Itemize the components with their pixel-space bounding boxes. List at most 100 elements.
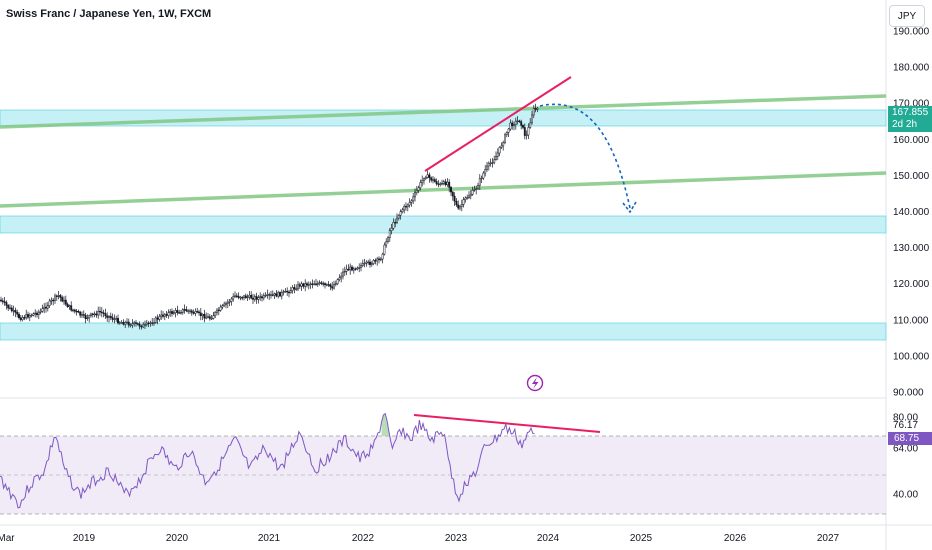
candle xyxy=(216,308,218,316)
candle xyxy=(491,158,494,168)
candle xyxy=(63,296,65,305)
candle xyxy=(433,177,436,183)
candle xyxy=(513,121,515,131)
candle xyxy=(365,260,368,267)
last-price-badge: 167.855 2d 2h xyxy=(888,106,932,132)
rsi-divergence-trendline[interactable] xyxy=(413,414,601,433)
candle xyxy=(376,256,379,266)
candle xyxy=(176,305,179,316)
candle xyxy=(106,312,109,322)
candle xyxy=(187,309,190,314)
candle xyxy=(419,179,422,191)
price-tick-label: 190.000 xyxy=(893,27,930,38)
candle xyxy=(291,285,294,294)
candle xyxy=(293,284,296,294)
candle xyxy=(532,105,535,119)
candle xyxy=(135,320,137,327)
candle xyxy=(421,175,424,187)
support-zone-lower[interactable] xyxy=(0,322,887,341)
candle xyxy=(0,296,2,303)
candle xyxy=(158,314,161,322)
candle xyxy=(412,193,415,205)
candle xyxy=(192,309,195,315)
candle xyxy=(462,196,465,208)
candle xyxy=(284,288,287,293)
candle xyxy=(50,297,53,305)
candle xyxy=(275,289,278,298)
price-tick-label: 180.000 xyxy=(893,63,930,74)
candle xyxy=(531,110,533,125)
candle xyxy=(59,293,62,302)
candle xyxy=(52,298,55,306)
price-tick-label: 170.000 xyxy=(893,99,930,110)
rising-trendline[interactable] xyxy=(424,76,572,172)
candle xyxy=(250,291,253,300)
candle xyxy=(516,116,519,125)
channel-lower-line[interactable] xyxy=(0,171,887,208)
candle xyxy=(133,320,136,327)
candle xyxy=(527,123,530,139)
candle xyxy=(502,140,505,151)
candle xyxy=(77,309,80,314)
candle xyxy=(234,291,236,299)
candle xyxy=(205,312,208,320)
candle xyxy=(313,280,316,286)
candle xyxy=(442,179,445,186)
currency-button[interactable]: JPY xyxy=(889,5,925,27)
candle xyxy=(369,258,371,268)
candle xyxy=(145,319,148,327)
candle xyxy=(428,172,431,183)
rsi-line xyxy=(0,412,535,509)
candle xyxy=(435,178,438,186)
candle xyxy=(460,199,463,212)
candle xyxy=(306,281,308,288)
candle xyxy=(401,207,404,214)
rsi-tick-label: 40.00 xyxy=(893,490,918,501)
candle xyxy=(347,264,350,271)
candle xyxy=(253,294,256,302)
channel-upper-line[interactable] xyxy=(0,94,887,129)
candle xyxy=(363,258,366,268)
candle xyxy=(73,308,76,314)
candle xyxy=(522,124,524,130)
candle xyxy=(223,301,226,308)
candle xyxy=(374,258,377,265)
candle xyxy=(255,292,258,304)
time-tick-label: 2022 xyxy=(352,533,375,544)
candle xyxy=(54,293,56,304)
candle xyxy=(414,188,416,202)
candle xyxy=(167,309,170,319)
candle xyxy=(117,314,119,325)
candle xyxy=(246,294,249,301)
candle xyxy=(147,321,150,328)
candle xyxy=(300,281,303,291)
time-tick-label: Mar xyxy=(0,533,15,544)
time-axis[interactable]: Mar 2019 2020 2021 2022 2023 2024 2025 2026 2027 xyxy=(0,533,840,544)
candle xyxy=(199,307,202,321)
chart-title: Swiss Franc / Japanese Yen, 1W, FXCM xyxy=(6,8,212,20)
candle xyxy=(219,304,222,312)
price-tick-label: 130.000 xyxy=(893,243,930,254)
candle xyxy=(14,307,17,318)
support-zone-middle[interactable] xyxy=(0,215,887,234)
candle xyxy=(286,287,289,296)
candle xyxy=(534,103,537,113)
lightning-icon[interactable] xyxy=(526,374,544,392)
candle xyxy=(46,302,49,312)
candle xyxy=(217,306,220,316)
candle xyxy=(122,319,125,326)
candle xyxy=(201,313,204,321)
candle xyxy=(430,176,433,183)
candle xyxy=(358,263,361,273)
candle xyxy=(124,320,127,329)
price-axis[interactable]: 190.000 180.000 170.000 160.000 150.000 140.0… xyxy=(893,27,930,399)
candle xyxy=(19,315,22,322)
candle xyxy=(484,164,487,177)
candle xyxy=(333,280,335,290)
candle xyxy=(496,148,499,160)
candle xyxy=(207,313,209,319)
candle xyxy=(318,280,321,286)
price-tick-label: 90.000 xyxy=(893,388,924,399)
